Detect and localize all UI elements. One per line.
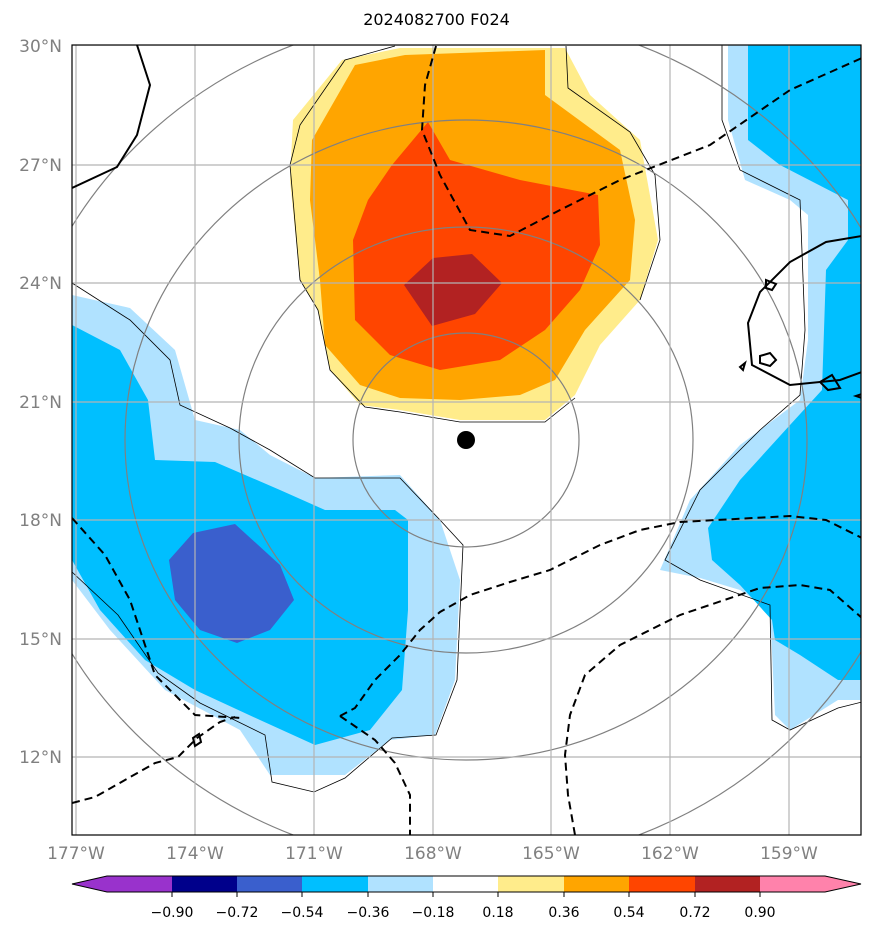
colorbar-segment	[107, 876, 172, 892]
lon-label: 168°W	[404, 844, 462, 864]
lon-label: 177°W	[47, 844, 105, 864]
lat-label: 12°N	[19, 748, 62, 768]
longitude-labels: 177°W 174°W 171°W 168°W 165°W 162°W 159°…	[47, 844, 818, 864]
coastlines	[72, 45, 861, 748]
colorbar-outline	[71, 875, 862, 893]
colorbar-tick-label: 0.54	[613, 905, 644, 921]
colorbar-tick-label: 0.72	[679, 905, 710, 921]
colorbar-segment	[564, 876, 629, 892]
field-blue-east	[708, 45, 861, 680]
colorbar-tick-label: 0.36	[548, 905, 579, 921]
colorbar-segment	[629, 876, 695, 892]
latitude-labels: 30°N 27°N 24°N 21°N 18°N 15°N 12°N	[19, 37, 62, 768]
map-plot-area	[72, 45, 861, 835]
colorbar-segment	[695, 876, 760, 892]
field-dark-red	[404, 254, 502, 326]
field-red	[353, 122, 600, 370]
colorbar-extend-low	[72, 876, 107, 892]
lat-label: 30°N	[19, 37, 62, 57]
colorbar-segment	[368, 876, 433, 892]
lon-label: 159°W	[760, 844, 818, 864]
colorbar-segment	[433, 876, 498, 892]
colorbar-tick-label: 0.90	[744, 905, 775, 921]
colorbar-tick-label: −0.72	[216, 905, 259, 921]
lon-label: 171°W	[285, 844, 343, 864]
colorbar-tick-label: 0.18	[482, 905, 513, 921]
lat-label: 24°N	[19, 274, 62, 294]
colorbar-tick-label: −0.18	[412, 905, 455, 921]
lat-label: 15°N	[19, 630, 62, 650]
colorbar-tick-label: −0.36	[347, 905, 390, 921]
colorbar-segment	[237, 876, 302, 892]
colorbar: −0.90 −0.72 −0.54 −0.36 −0.18 0.18 0.36 …	[71, 875, 862, 921]
storm-center-marker	[457, 431, 475, 449]
plot-border	[71, 44, 862, 836]
gridlines	[72, 45, 861, 835]
lon-label: 162°W	[641, 844, 699, 864]
field-royal-blue	[169, 524, 294, 643]
colorbar-extend-high	[825, 876, 861, 892]
zero-contours	[72, 45, 861, 793]
lat-label: 21°N	[19, 393, 62, 413]
map-title: 2024082700 F024	[363, 10, 510, 29]
colorbar-segment	[302, 876, 368, 892]
lon-label: 165°W	[522, 844, 580, 864]
colorbar-segment	[172, 876, 237, 892]
colorbar-segment	[498, 876, 564, 892]
colorbar-segment	[760, 876, 825, 892]
range-rings	[72, 45, 861, 835]
lon-label: 174°W	[166, 844, 224, 864]
dashed-contours	[72, 45, 861, 835]
colorbar-tick-label: −0.90	[151, 905, 194, 921]
lat-label: 27°N	[19, 156, 62, 176]
colorbar-tick-label: −0.54	[281, 905, 324, 921]
lat-label: 18°N	[19, 511, 62, 531]
